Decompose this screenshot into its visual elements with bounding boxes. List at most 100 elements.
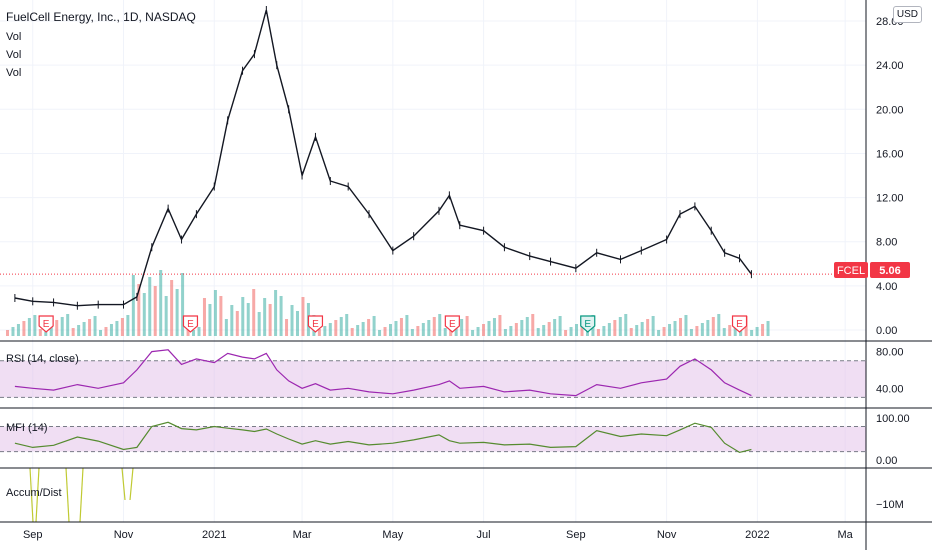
volume-bar xyxy=(290,305,294,336)
volume-bar xyxy=(241,297,245,336)
rsi-tick-label: 80.00 xyxy=(876,347,904,359)
volume-bar xyxy=(722,328,726,336)
volume-bar xyxy=(383,327,387,336)
price-tick-label: 8.00 xyxy=(876,237,897,249)
earnings-marker-label: E xyxy=(449,319,456,330)
volume-bar xyxy=(268,304,272,336)
volume-bar xyxy=(761,324,765,336)
volume-bar xyxy=(131,275,135,336)
volume-bar xyxy=(520,320,524,336)
volume-bar xyxy=(38,329,42,336)
accum-dist-tick-label: −10M xyxy=(876,499,904,511)
volume-bar xyxy=(164,296,168,336)
earnings-marker-icon xyxy=(731,315,748,333)
price-tag: FCEL 5.06 xyxy=(834,262,910,278)
volume-bar xyxy=(558,316,562,336)
volume-bar xyxy=(476,327,480,336)
volume-bar xyxy=(170,280,174,336)
mfi-title[interactable]: MFI (14) xyxy=(6,422,48,434)
volume-bar xyxy=(197,327,201,336)
volume-bar xyxy=(503,329,507,336)
volume-bar xyxy=(651,316,655,336)
volume-bar xyxy=(575,324,579,336)
volume-bar xyxy=(301,297,305,336)
time-tick-label: Nov xyxy=(114,529,134,541)
volume-bar xyxy=(706,320,710,336)
earnings-marker-icon xyxy=(182,315,199,333)
mfi-tick-label: 0.00 xyxy=(876,455,897,467)
volume-bar xyxy=(367,319,371,336)
volume-bar xyxy=(192,330,196,336)
volume-bar xyxy=(104,327,108,336)
volume-bar xyxy=(317,329,321,336)
volume-bar xyxy=(328,323,332,336)
volume-bar xyxy=(142,293,146,336)
volume-bar xyxy=(213,290,217,336)
price-series xyxy=(0,6,866,310)
volume-bar xyxy=(629,328,633,336)
volume-bar xyxy=(16,324,20,336)
time-tick-label: Ma xyxy=(838,529,854,541)
volume-bar xyxy=(717,314,721,336)
legend-vol-1[interactable]: Vol xyxy=(6,31,21,43)
volume-bar xyxy=(394,321,398,336)
volume-bar xyxy=(224,319,228,336)
volume-bar xyxy=(339,317,343,336)
mfi-band xyxy=(0,426,866,452)
volume-bars xyxy=(6,270,770,336)
volume-bar xyxy=(230,305,234,336)
volume-bar xyxy=(689,329,693,336)
volume-bar xyxy=(279,296,283,336)
volume-bar xyxy=(356,325,360,336)
accum-dist-line xyxy=(29,467,134,523)
accum-dist-segment xyxy=(29,467,34,523)
volume-bar xyxy=(438,314,442,336)
volume-bar xyxy=(673,321,677,336)
volume-bar xyxy=(60,317,64,336)
volume-bar xyxy=(175,289,179,336)
earnings-marker-icon xyxy=(580,315,596,333)
price-tag-symbol-bg xyxy=(834,262,868,278)
volume-bar xyxy=(285,319,289,336)
volume-bar xyxy=(646,319,650,336)
volume-bar xyxy=(137,284,141,336)
volume-bar xyxy=(427,320,431,336)
rsi-line xyxy=(14,349,752,397)
price-tick-label: 0.00 xyxy=(876,325,897,337)
accum-dist-segment xyxy=(65,467,70,523)
volume-bar xyxy=(71,328,75,336)
volume-bar xyxy=(607,323,611,336)
volume-bar xyxy=(695,326,699,336)
time-tick-label: Jul xyxy=(477,529,491,541)
accum-dist-title[interactable]: Accum/Dist xyxy=(6,487,62,499)
volume-bar xyxy=(460,319,464,336)
chart-title: FuelCell Energy, Inc., 1D, NASDAQ xyxy=(6,10,196,24)
earnings-marker-icon xyxy=(38,315,54,333)
price-tick-label: 24.00 xyxy=(876,60,904,72)
currency-button[interactable]: USD xyxy=(892,6,922,23)
rsi-title[interactable]: RSI (14, close) xyxy=(6,353,79,365)
volume-bar xyxy=(82,322,86,336)
volume-bar xyxy=(263,298,267,336)
volume-bar xyxy=(509,326,513,336)
volume-bar xyxy=(684,315,688,336)
volume-bar xyxy=(564,330,568,336)
volume-bar xyxy=(569,327,573,336)
legend-vol-3[interactable]: Vol xyxy=(6,67,21,79)
volume-bar xyxy=(11,327,15,336)
volume-bar xyxy=(750,330,754,336)
volume-bar xyxy=(421,323,425,336)
price-tick-label: 20.00 xyxy=(876,104,904,116)
earnings-marker-icon xyxy=(444,315,460,333)
rsi-tick-label: 40.00 xyxy=(876,383,904,395)
legend-vol-2[interactable]: Vol xyxy=(6,49,21,61)
volume-bar xyxy=(109,324,113,336)
volume-bar xyxy=(700,323,704,336)
volume-bar xyxy=(126,315,130,336)
volume-bar xyxy=(115,321,119,336)
time-tick-label: Sep xyxy=(566,529,586,541)
volume-bar xyxy=(153,286,157,336)
price-tick-label: 12.00 xyxy=(876,193,904,205)
